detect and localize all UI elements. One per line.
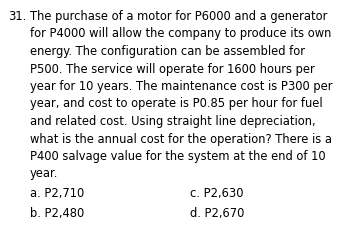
Text: The purchase of a motor for P6000 and a generator: The purchase of a motor for P6000 and a … [30,10,327,23]
Text: energy. The configuration can be assembled for: energy. The configuration can be assembl… [30,45,305,58]
Text: year for 10 years. The maintenance cost is P300 per: year for 10 years. The maintenance cost … [30,80,333,93]
Text: P400 salvage value for the system at the end of 10: P400 salvage value for the system at the… [30,150,326,163]
Text: b. P2,480: b. P2,480 [30,207,84,220]
Text: what is the annual cost for the operation? There is a: what is the annual cost for the operatio… [30,133,332,146]
Text: year, and cost to operate is P0.85 per hour for fuel: year, and cost to operate is P0.85 per h… [30,98,323,110]
Text: P500. The service will operate for 1600 hours per: P500. The service will operate for 1600 … [30,62,315,75]
Text: 31.: 31. [8,10,26,23]
Text: d. P2,670: d. P2,670 [190,207,244,220]
Text: a. P2,710: a. P2,710 [30,187,84,200]
Text: and related cost. Using straight line depreciation,: and related cost. Using straight line de… [30,115,316,128]
Text: for P4000 will allow the company to produce its own: for P4000 will allow the company to prod… [30,27,331,40]
Text: year.: year. [30,168,58,181]
Text: c. P2,630: c. P2,630 [190,187,244,200]
